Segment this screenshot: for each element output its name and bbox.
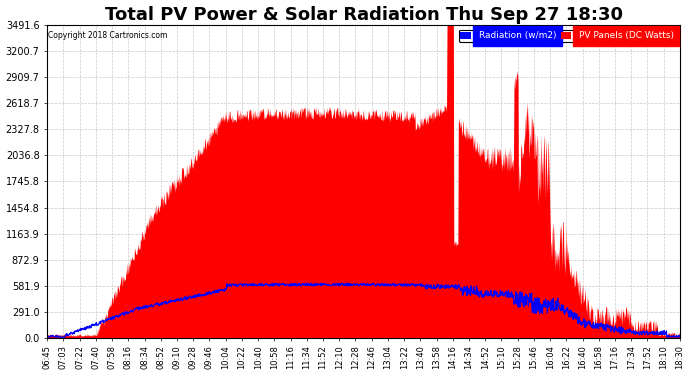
Text: Copyright 2018 Cartronics.com: Copyright 2018 Cartronics.com (48, 32, 168, 40)
Title: Total PV Power & Solar Radiation Thu Sep 27 18:30: Total PV Power & Solar Radiation Thu Sep… (105, 6, 622, 24)
Legend: Radiation (w/m2), PV Panels (DC Watts): Radiation (w/m2), PV Panels (DC Watts) (459, 30, 676, 42)
